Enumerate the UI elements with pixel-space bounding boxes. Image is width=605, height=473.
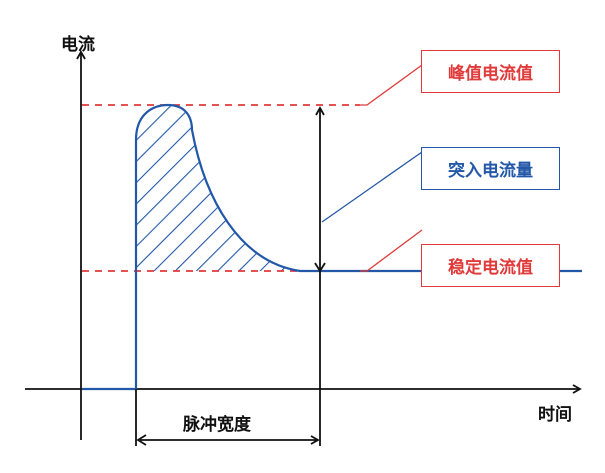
current-curve bbox=[82, 103, 582, 391]
peak-leader-line bbox=[360, 64, 423, 106]
peak-current-box: 峰值电流值 bbox=[421, 50, 560, 93]
inrush-current-box: 突入电流量 bbox=[421, 147, 560, 190]
inrush-area-hatch bbox=[136, 105, 300, 271]
y-axis-label: 电流 bbox=[61, 35, 95, 55]
inrush-leader-line bbox=[321, 151, 423, 223]
pulse-width-label: 脉冲宽度 bbox=[183, 415, 251, 435]
steady-current-box: 稳定电流值 bbox=[421, 244, 560, 287]
x-axis-label: 时间 bbox=[538, 405, 572, 425]
steady-leader-line bbox=[360, 229, 423, 272]
